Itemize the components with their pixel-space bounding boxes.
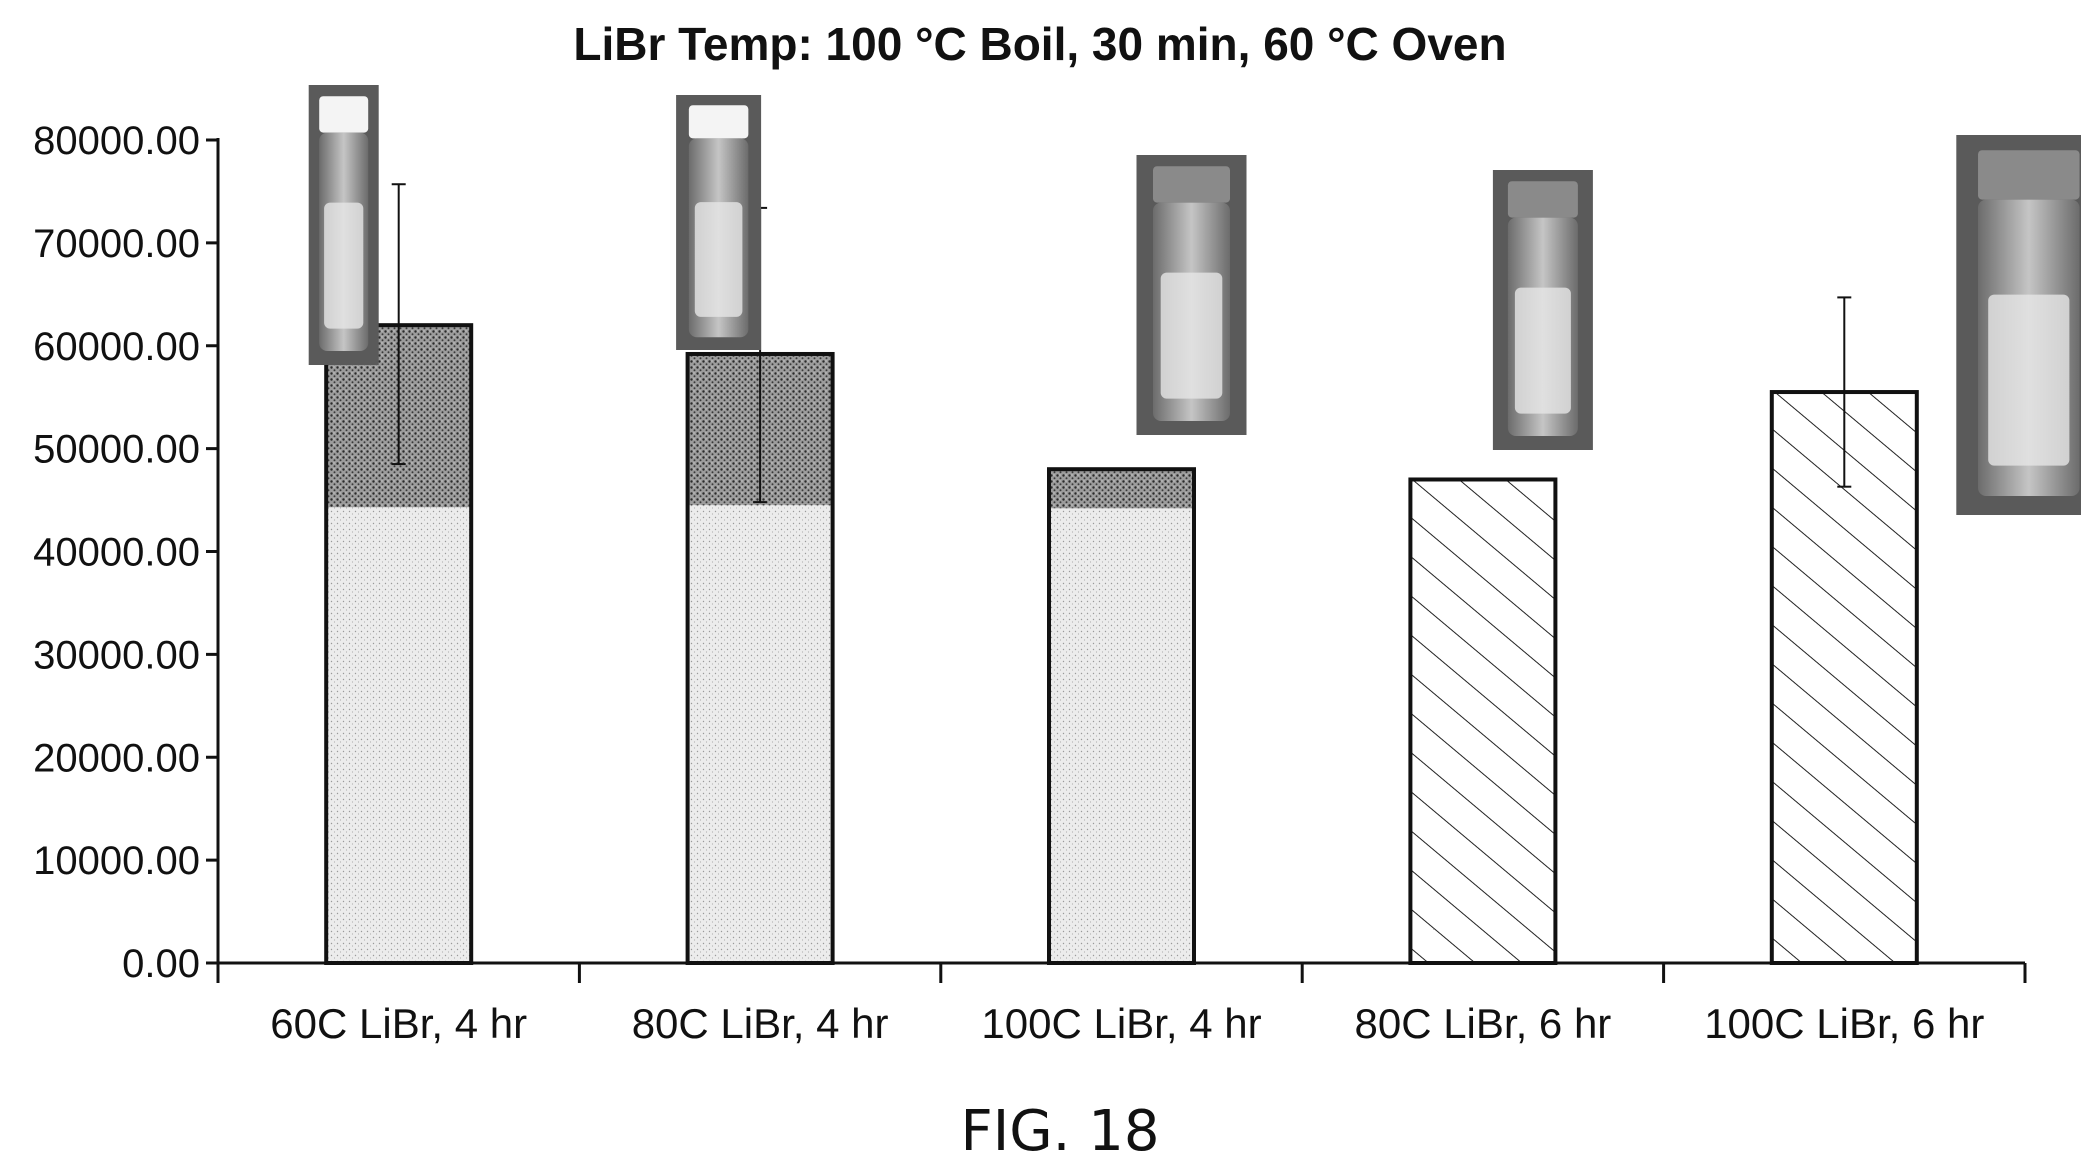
y-tick-label: 40000.00	[33, 531, 200, 575]
x-tick-label: 100C LiBr, 4 hr	[981, 1000, 1261, 1047]
error-bar	[1837, 296, 1852, 488]
bar-lower-segment	[687, 505, 833, 963]
bar	[1408, 477, 1558, 965]
bars	[324, 183, 1919, 966]
chart-title: LiBr Temp: 100 °C Boil, 30 min, 60 °C Ov…	[573, 18, 1506, 70]
bar-upper-segment	[1049, 469, 1194, 509]
y-tick-label: 80000.00	[33, 119, 200, 163]
bar-hatched	[1410, 479, 1556, 963]
y-tick-label: 30000.00	[33, 633, 200, 677]
y-tick-label: 70000.00	[33, 222, 200, 266]
vial-photo-icon	[676, 95, 762, 350]
y-tick-label: 60000.00	[33, 325, 200, 369]
bar-lower-segment	[1049, 508, 1194, 963]
y-tick-label: 20000.00	[33, 736, 200, 780]
error-bar	[391, 183, 406, 466]
x-tick-label: 60C LiBr, 4 hr	[270, 1000, 527, 1047]
bar	[685, 351, 835, 966]
y-axis: 0.00 10000.00 20000.00 30000.00 40000.00 5000…	[33, 119, 220, 986]
vial-photos	[308, 85, 2081, 515]
bar	[1047, 467, 1196, 965]
bar-outline	[1408, 477, 1558, 965]
x-axis: 60C LiBr, 4 hr 80C LiBr, 4 hr 100C LiBr, 4…	[216, 961, 2027, 1047]
y-tick-label: 0.00	[122, 942, 200, 986]
bar-outline	[1047, 467, 1196, 965]
y-tick-label: 50000.00	[33, 428, 200, 472]
figure-caption: FIG. 18	[961, 1099, 1160, 1164]
bar-lower-segment	[326, 507, 472, 963]
x-tick-label: 100C LiBr, 6 hr	[1704, 1000, 1984, 1047]
vial-photo-icon	[1956, 135, 2081, 515]
vial-photo-icon	[1492, 170, 1593, 450]
y-tick-label: 10000.00	[33, 839, 200, 883]
vial-photo-icon	[1136, 155, 1247, 435]
vial-photo-icon	[308, 85, 379, 365]
x-tick-label: 80C LiBr, 6 hr	[1354, 1000, 1611, 1047]
x-tick-label: 80C LiBr, 4 hr	[632, 1000, 889, 1047]
